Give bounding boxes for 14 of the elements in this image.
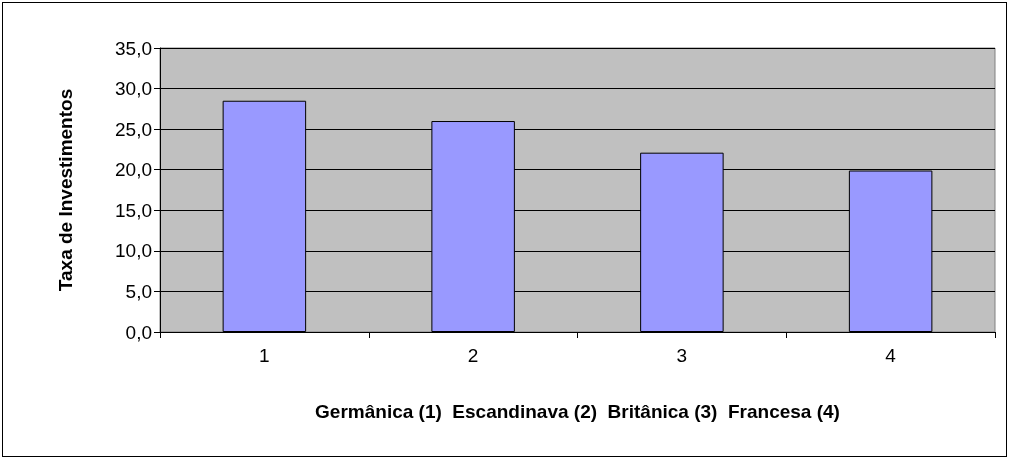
y-tick-label: 30,0 [115,78,152,100]
x-axis-title: Germânica (1) Escandinava (2) Britânica (3) Francesa (4) [315,401,840,422]
y-tick-label: 5,0 [125,280,152,302]
y-tick-label: 20,0 [115,159,152,181]
x-tick-label: 4 [885,345,897,366]
x-tick-label: 3 [676,345,688,366]
y-tick-label: 10,0 [115,240,152,262]
y-axis-title: Taxa de Investimentos [55,88,76,292]
y-tick-label: 0,0 [125,321,152,343]
y-tick-label: 15,0 [115,199,152,221]
x-tick-label: 1 [259,345,270,366]
y-tick-label: 35,0 [115,37,152,59]
x-tick-label: 2 [467,345,479,366]
y-tick-label: 25,0 [115,118,152,140]
